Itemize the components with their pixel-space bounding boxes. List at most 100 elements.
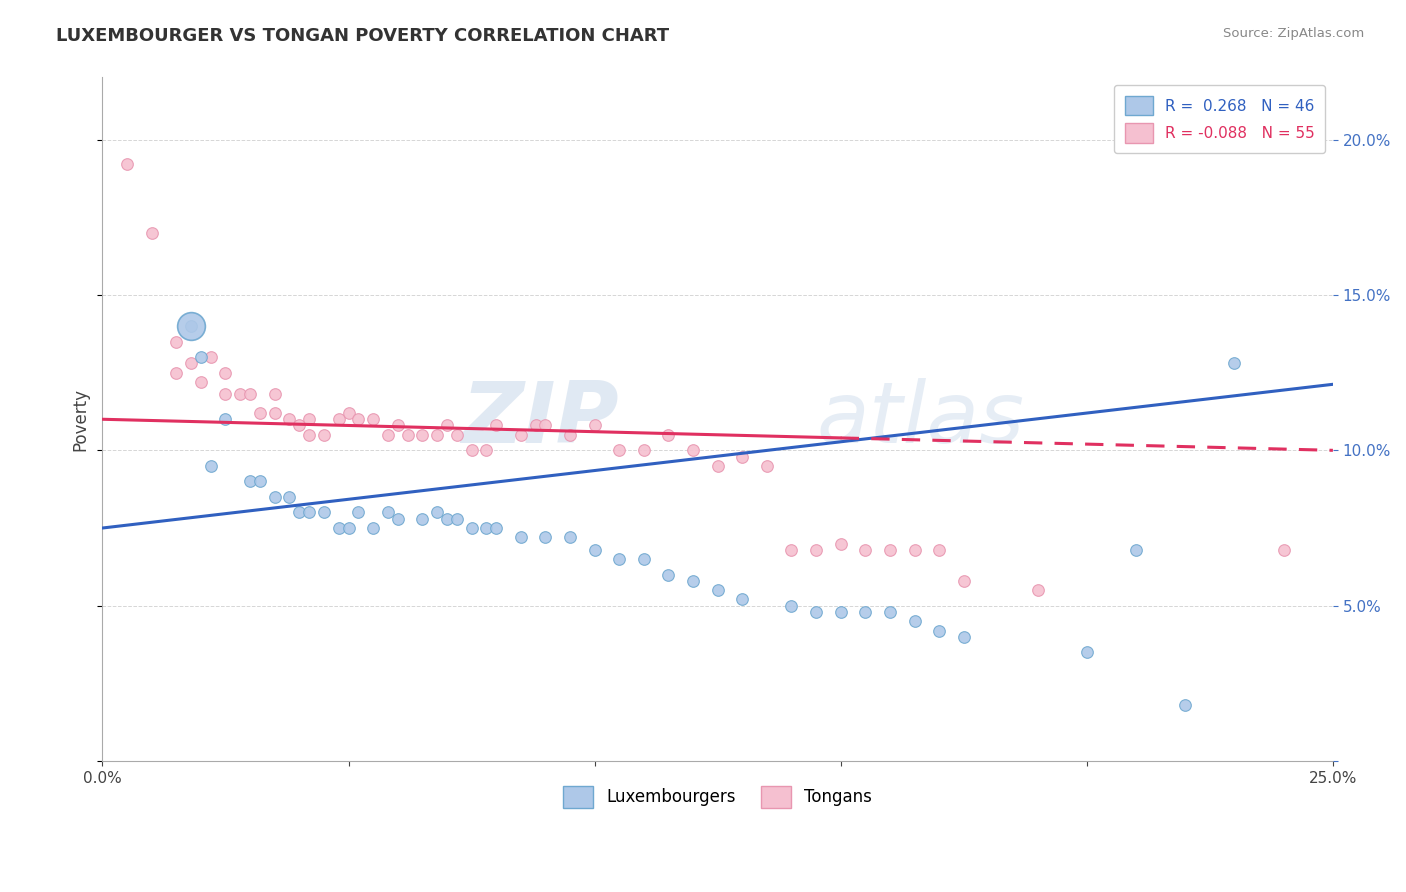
- Point: [180, 319, 202, 334]
- Point: [263, 406, 285, 420]
- Point: [249, 406, 271, 420]
- Point: [853, 542, 876, 557]
- Point: [249, 475, 271, 489]
- Point: [411, 427, 433, 442]
- Point: [337, 406, 360, 420]
- Point: [312, 427, 335, 442]
- Point: [200, 350, 222, 364]
- Point: [460, 521, 482, 535]
- Point: [1223, 356, 1246, 370]
- Point: [361, 412, 384, 426]
- Point: [298, 506, 321, 520]
- Point: [411, 511, 433, 525]
- Point: [657, 427, 679, 442]
- Point: [115, 157, 138, 171]
- Point: [928, 542, 950, 557]
- Point: [190, 350, 212, 364]
- Point: [804, 605, 827, 619]
- Point: [312, 506, 335, 520]
- Legend: Luxembourgers, Tongans: Luxembourgers, Tongans: [557, 780, 879, 814]
- Point: [780, 542, 803, 557]
- Point: [1272, 542, 1295, 557]
- Point: [288, 418, 311, 433]
- Point: [278, 490, 301, 504]
- Point: [830, 536, 852, 550]
- Point: [485, 418, 508, 433]
- Text: Source: ZipAtlas.com: Source: ZipAtlas.com: [1223, 27, 1364, 40]
- Point: [928, 624, 950, 638]
- Point: [558, 530, 581, 544]
- Point: [328, 521, 350, 535]
- Point: [347, 412, 370, 426]
- Point: [377, 506, 399, 520]
- Point: [879, 542, 901, 557]
- Point: [337, 521, 360, 535]
- Point: [558, 427, 581, 442]
- Point: [361, 521, 384, 535]
- Point: [780, 599, 803, 613]
- Point: [278, 412, 301, 426]
- Point: [607, 552, 630, 566]
- Text: LUXEMBOURGER VS TONGAN POVERTY CORRELATION CHART: LUXEMBOURGER VS TONGAN POVERTY CORRELATI…: [56, 27, 669, 45]
- Point: [682, 443, 704, 458]
- Point: [903, 542, 925, 557]
- Point: [485, 521, 508, 535]
- Point: [436, 511, 458, 525]
- Point: [583, 418, 606, 433]
- Point: [214, 387, 236, 401]
- Point: [387, 418, 409, 433]
- Point: [755, 458, 778, 473]
- Point: [1125, 542, 1147, 557]
- Point: [1026, 583, 1049, 598]
- Point: [853, 605, 876, 619]
- Point: [509, 427, 531, 442]
- Point: [446, 511, 468, 525]
- Point: [682, 574, 704, 588]
- Point: [731, 592, 754, 607]
- Point: [1174, 698, 1197, 713]
- Point: [436, 418, 458, 433]
- Point: [460, 443, 482, 458]
- Point: [524, 418, 547, 433]
- Point: [190, 375, 212, 389]
- Point: [534, 530, 557, 544]
- Point: [804, 542, 827, 557]
- Point: [475, 443, 498, 458]
- Point: [239, 475, 262, 489]
- Point: [263, 490, 285, 504]
- Point: [377, 427, 399, 442]
- Point: [706, 583, 728, 598]
- Point: [952, 630, 974, 644]
- Point: [288, 506, 311, 520]
- Y-axis label: Poverty: Poverty: [72, 388, 89, 450]
- Point: [263, 387, 285, 401]
- Point: [214, 412, 236, 426]
- Point: [446, 427, 468, 442]
- Point: [1076, 645, 1098, 659]
- Point: [706, 458, 728, 473]
- Point: [141, 226, 163, 240]
- Point: [534, 418, 557, 433]
- Point: [633, 552, 655, 566]
- Point: [347, 506, 370, 520]
- Point: [214, 366, 236, 380]
- Point: [328, 412, 350, 426]
- Text: atlas: atlas: [815, 377, 1024, 461]
- Point: [475, 521, 498, 535]
- Point: [830, 605, 852, 619]
- Point: [731, 450, 754, 464]
- Point: [607, 443, 630, 458]
- Point: [952, 574, 974, 588]
- Text: ZIP: ZIP: [461, 377, 619, 461]
- Point: [165, 366, 187, 380]
- Point: [200, 458, 222, 473]
- Point: [180, 356, 202, 370]
- Point: [229, 387, 252, 401]
- Point: [165, 334, 187, 349]
- Point: [879, 605, 901, 619]
- Point: [387, 511, 409, 525]
- Point: [509, 530, 531, 544]
- Point: [396, 427, 419, 442]
- Point: [298, 412, 321, 426]
- Point: [583, 542, 606, 557]
